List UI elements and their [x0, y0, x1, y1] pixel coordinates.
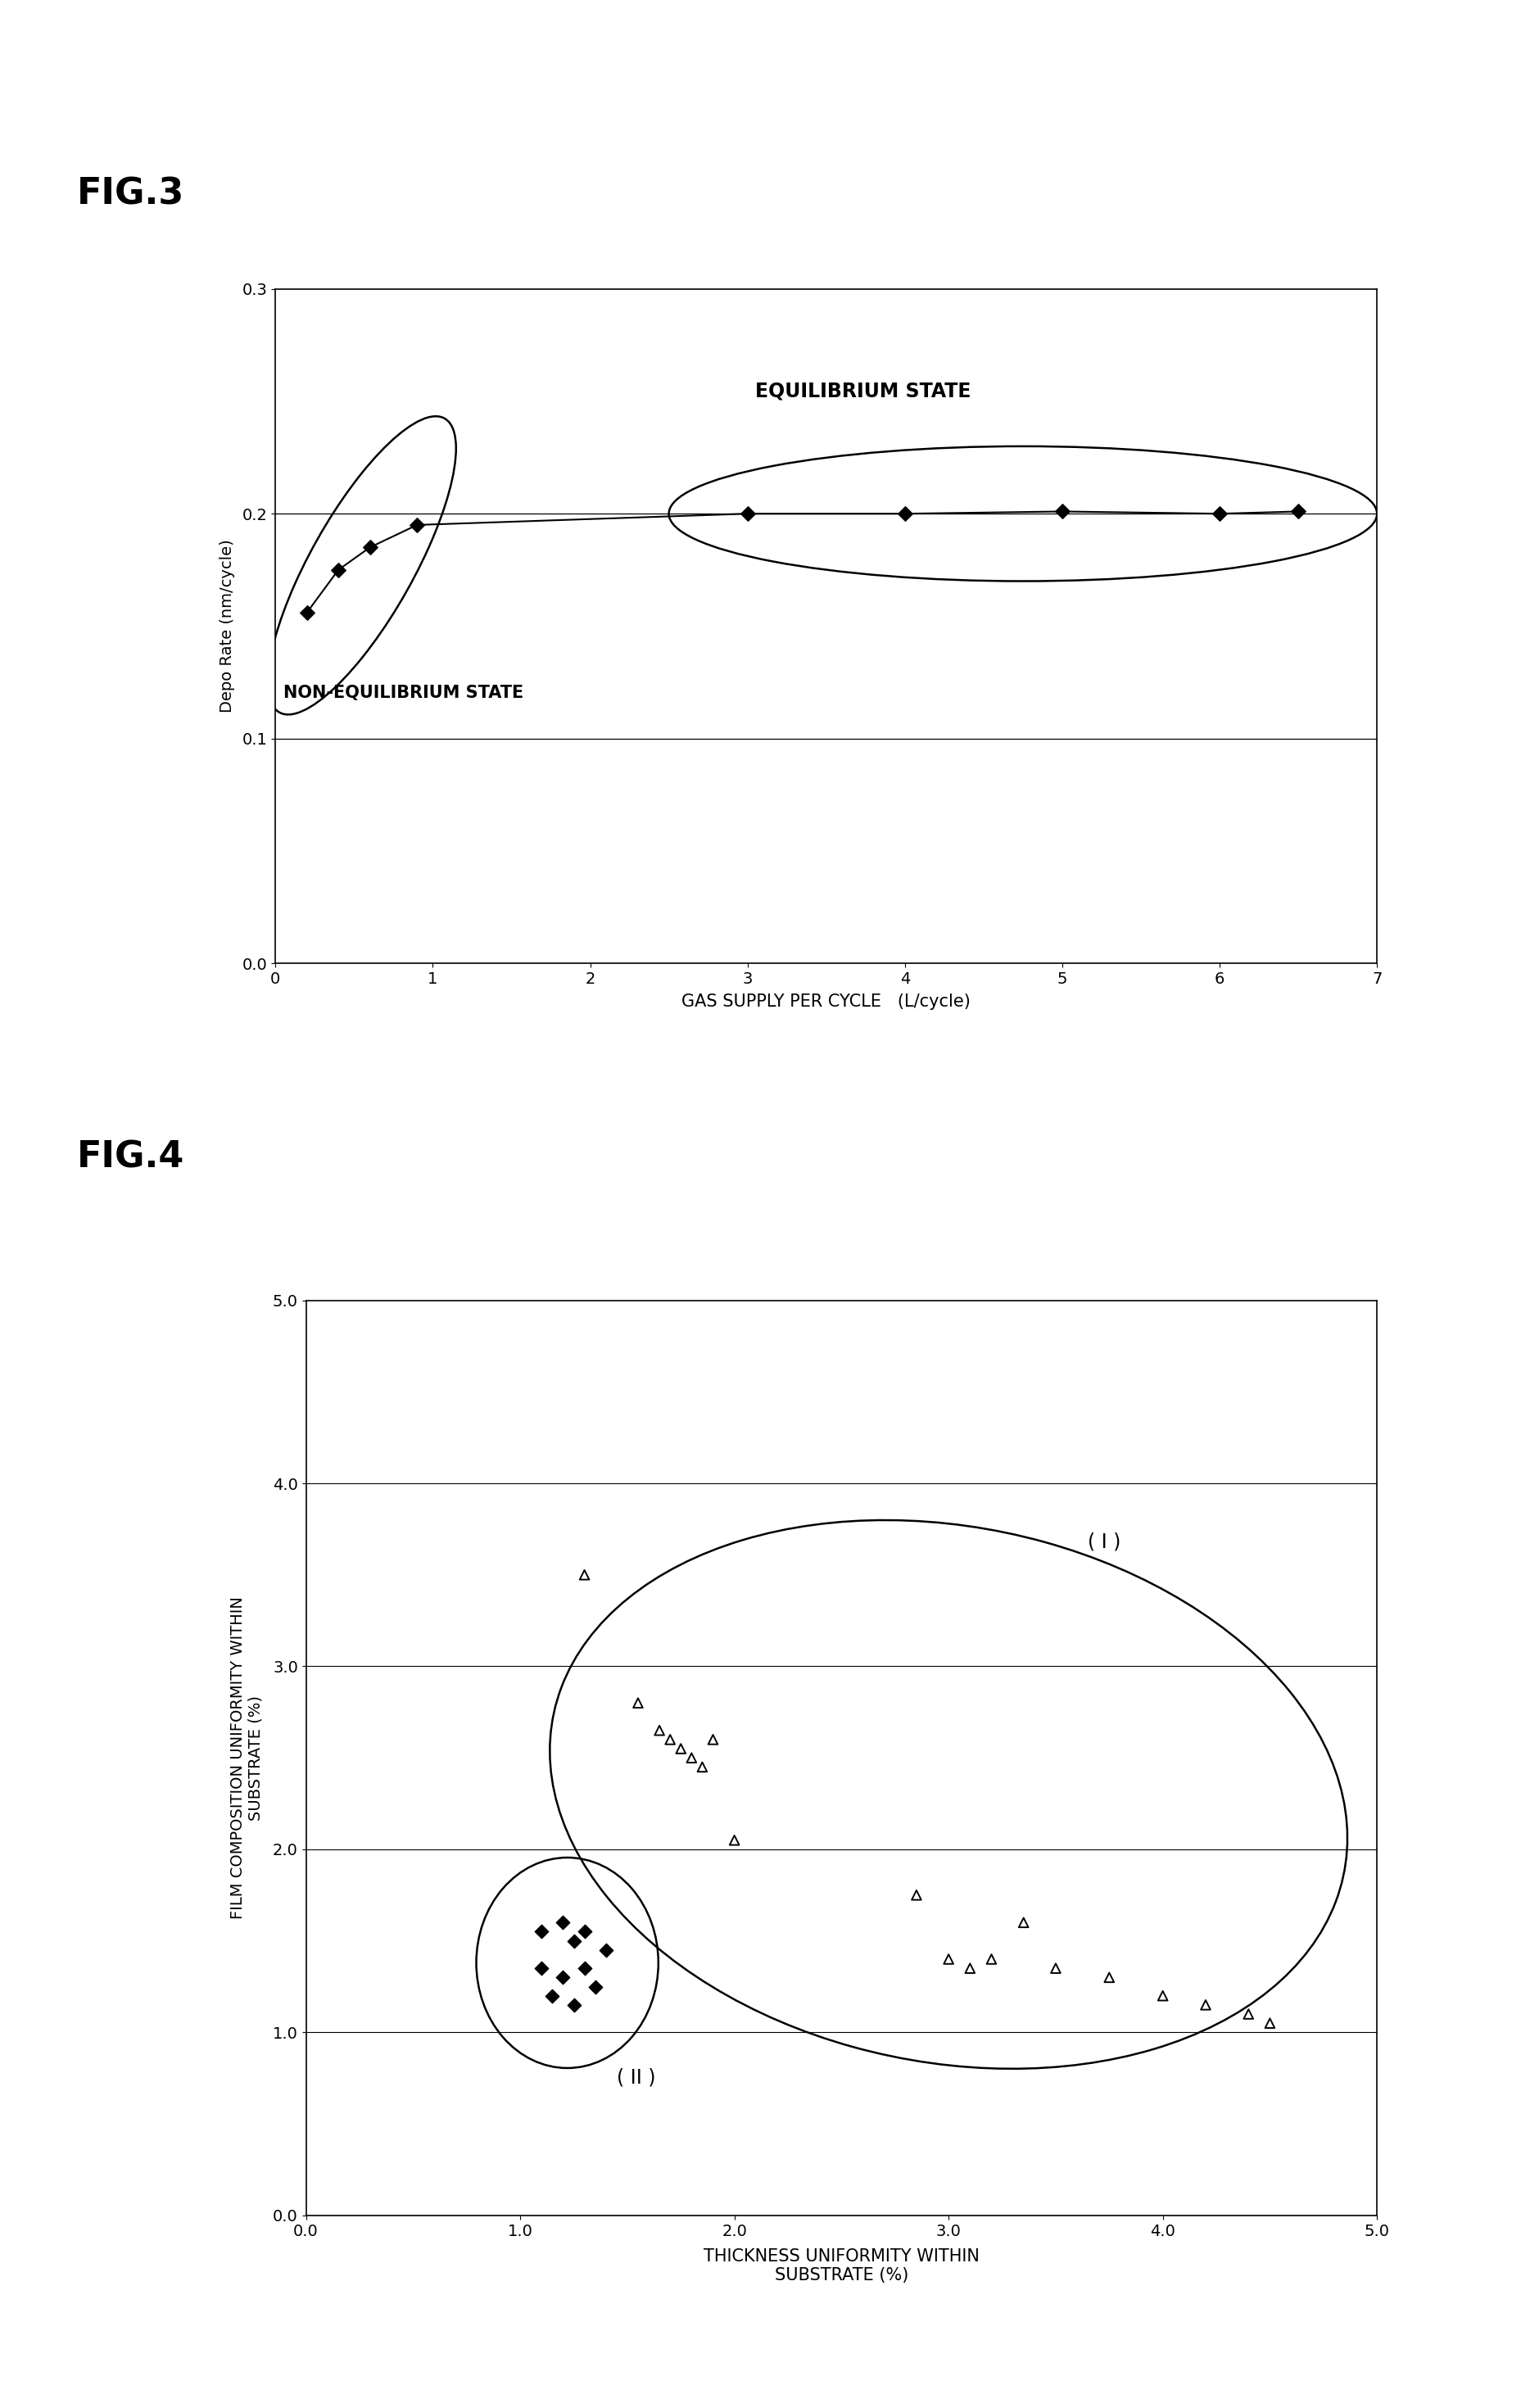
Point: [572, 1912, 597, 1950]
Point: [722, 1820, 747, 1859]
Point: [679, 1739, 704, 1777]
Point: [551, 1902, 575, 1941]
Point: [690, 1748, 715, 1787]
Point: [405, 506, 430, 544]
Point: [1287, 491, 1311, 530]
Point: [936, 1941, 961, 1979]
Point: [1258, 2003, 1282, 2042]
Point: [583, 1967, 607, 2006]
Point: [562, 1987, 586, 2025]
Point: [551, 1958, 575, 1996]
Point: [647, 1712, 672, 1751]
Point: [1043, 1948, 1068, 1987]
Point: [669, 1729, 693, 1767]
Point: [626, 1683, 650, 1722]
Text: FIG.3: FIG.3: [76, 176, 184, 212]
Point: [979, 1941, 1004, 1979]
Point: [540, 1977, 565, 2015]
X-axis label: GAS SUPPLY PER CYCLE   (L/cycle): GAS SUPPLY PER CYCLE (L/cycle): [682, 995, 970, 1009]
Point: [562, 1922, 586, 1960]
Point: [1097, 1958, 1121, 1996]
Point: [904, 1876, 929, 1914]
Point: [1151, 1977, 1175, 2015]
Y-axis label: FILM COMPOSITION UNIFORMITY WITHIN
SUBSTRATE (%): FILM COMPOSITION UNIFORMITY WITHIN SUBST…: [229, 1597, 263, 1919]
Point: [529, 1912, 554, 1950]
Point: [1207, 494, 1232, 532]
Point: [295, 592, 320, 631]
Point: [736, 494, 760, 532]
Y-axis label: Depo Rate (nm/cycle): Depo Rate (nm/cycle): [220, 539, 236, 713]
Text: ( I ): ( I ): [1088, 1531, 1121, 1551]
Point: [529, 1948, 554, 1987]
Text: FIG.4: FIG.4: [76, 1139, 184, 1175]
Text: ( II ): ( II ): [617, 2068, 655, 2088]
Point: [892, 494, 916, 532]
Point: [572, 1556, 597, 1594]
Text: NON-EQUILIBRIUM STATE: NON-EQUILIBRIUM STATE: [283, 684, 523, 701]
Text: EQUILIBRIUM STATE: EQUILIBRIUM STATE: [756, 380, 972, 402]
Point: [594, 1931, 618, 1970]
Point: [958, 1948, 982, 1987]
Point: [1236, 1994, 1261, 2032]
Point: [358, 527, 382, 566]
Point: [701, 1719, 725, 1758]
Point: [572, 1948, 597, 1987]
Point: [1193, 1987, 1218, 2025]
Point: [326, 551, 350, 590]
Point: [658, 1719, 682, 1758]
Point: [1050, 491, 1074, 530]
X-axis label: THICKNESS UNIFORMITY WITHIN
SUBSTRATE (%): THICKNESS UNIFORMITY WITHIN SUBSTRATE (%…: [704, 2249, 979, 2283]
Point: [1011, 1902, 1036, 1941]
